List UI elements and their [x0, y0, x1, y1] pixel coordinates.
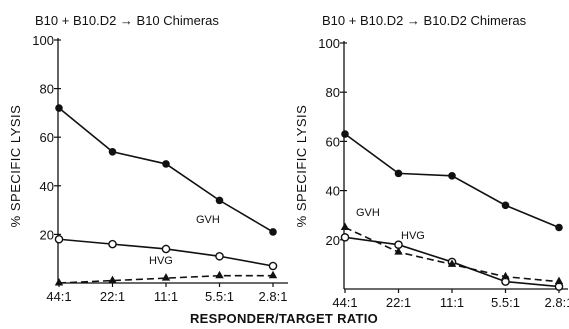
y-axis-label: % SPECIFIC LYSIS	[294, 105, 309, 228]
data-point	[108, 147, 117, 156]
y-tick-label: 40	[40, 179, 54, 194]
data-point	[394, 247, 403, 255]
series-line	[58, 107, 274, 233]
data-point	[501, 201, 510, 210]
y-tick-label: 40	[326, 184, 340, 199]
x-tick-label: 44:1	[46, 289, 71, 304]
series-label: HVG	[149, 255, 173, 267]
chart-title: B10 + B10.D2 → B10.D2 Chimeras	[322, 13, 527, 28]
x-tick-label: 2.8:1	[545, 295, 569, 310]
x-tick-label: 11:1	[440, 295, 464, 310]
x-tick-label: 22:1	[100, 289, 125, 304]
chart-panel-left: B10 + B10.D2 → B10 Chimeras % SPECIFIC L…	[8, 13, 288, 304]
data-point	[54, 234, 64, 244]
data-point	[55, 104, 63, 112]
x-axis-label: RESPONDER/TARGET RATIO	[190, 311, 378, 326]
y-axis-label: % SPECIFIC LYSIS	[8, 105, 23, 228]
x-tick-label: 22:1	[386, 295, 411, 310]
data-point	[162, 160, 170, 168]
y-tick-label: 80	[40, 82, 54, 97]
data-point	[161, 244, 171, 254]
data-point	[215, 251, 224, 261]
chart-panel-right: B10 + B10.D2 → B10.D2 Chimeras % SPECIFI…	[294, 13, 569, 310]
data-point	[340, 233, 350, 242]
series-label: GVH	[356, 207, 380, 219]
data-point	[394, 169, 403, 178]
x-tick-label: 5.5:1	[491, 295, 520, 310]
y-tick-label: 20	[326, 233, 340, 248]
data-point	[215, 270, 224, 279]
chart-title: B10 + B10.D2 → B10 Chimeras	[35, 13, 219, 28]
data-point	[555, 223, 563, 232]
data-point	[108, 239, 117, 249]
data-point	[448, 172, 456, 180]
data-point	[268, 270, 278, 279]
y-tick-label: 20	[40, 227, 54, 242]
y-tick-label: 100	[318, 36, 340, 51]
data-point	[161, 273, 171, 281]
series-label: GVH	[196, 214, 220, 226]
y-tick-label: 80	[326, 85, 340, 100]
data-point	[501, 271, 510, 280]
x-tick-label: 5.5:1	[205, 289, 234, 304]
data-point	[554, 276, 564, 285]
x-tick-label: 11:1	[154, 289, 178, 304]
data-point	[54, 278, 64, 286]
series-label: HVG	[401, 230, 425, 242]
data-point	[108, 275, 117, 284]
x-tick-label: 44:1	[332, 295, 357, 310]
x-tick-label: 2.8:1	[259, 289, 288, 304]
data-point	[341, 130, 349, 138]
data-point	[269, 228, 277, 236]
data-point	[447, 259, 457, 267]
data-point	[215, 196, 224, 205]
y-tick-label: 60	[40, 130, 54, 145]
series-line	[344, 226, 560, 283]
data-point	[340, 222, 350, 230]
series-line	[58, 274, 273, 284]
y-tick-label: 100	[32, 33, 54, 48]
y-tick-label: 60	[326, 134, 340, 149]
data-point	[268, 261, 278, 271]
